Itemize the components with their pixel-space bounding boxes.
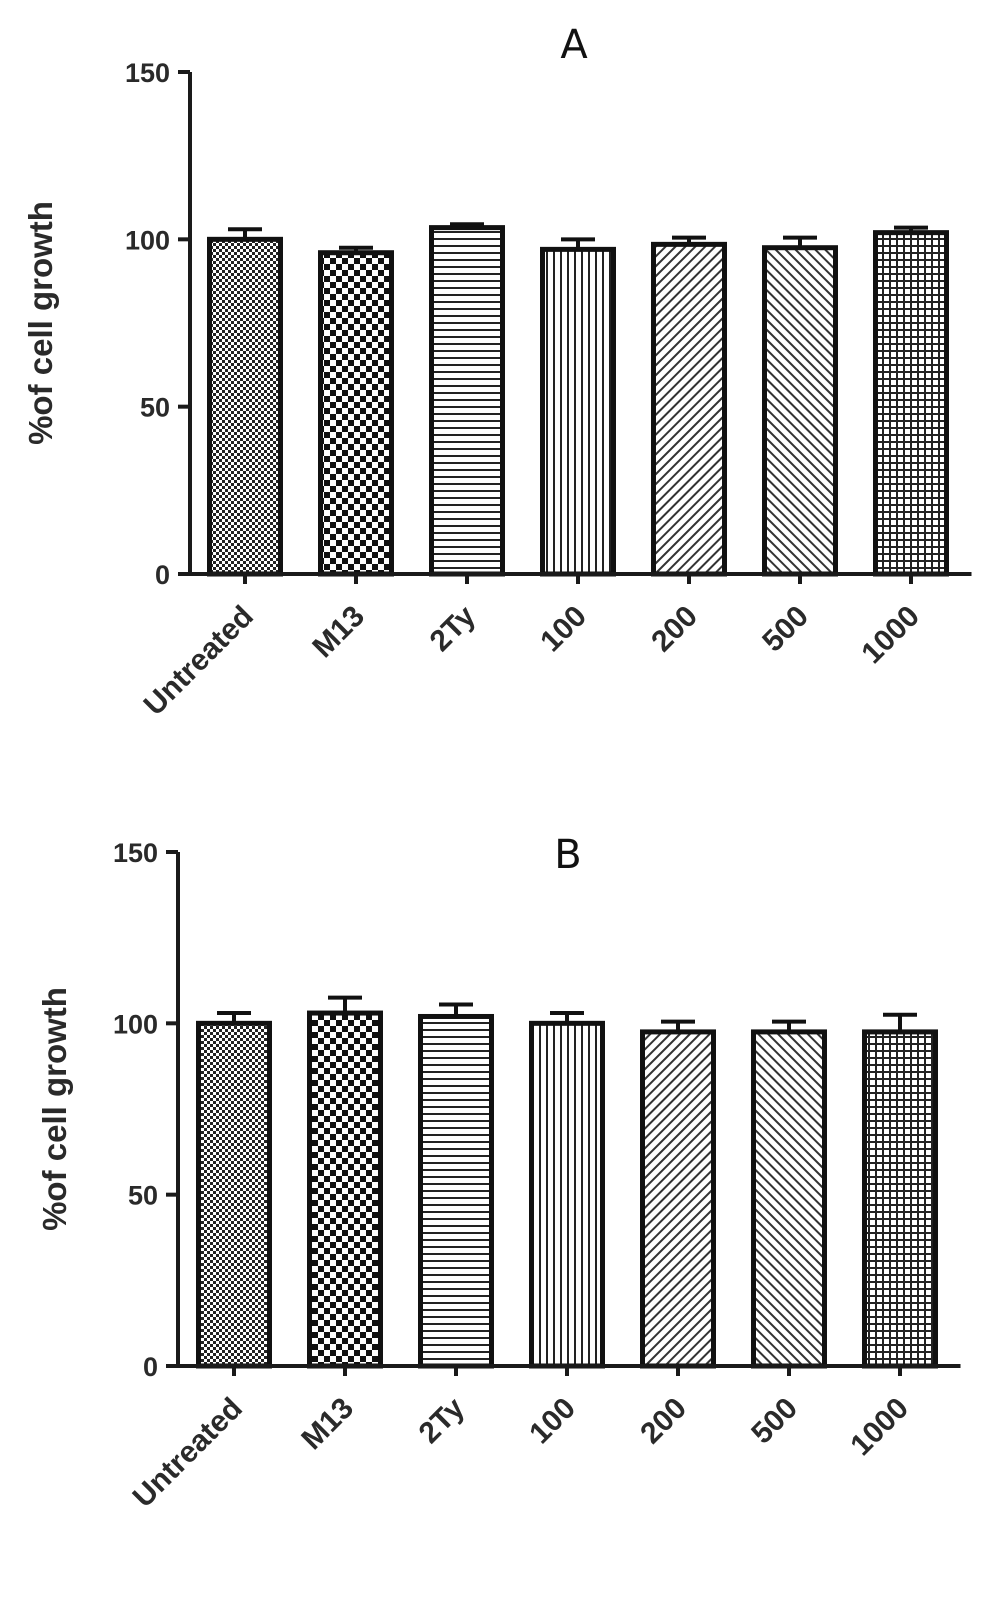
bar-100 bbox=[529, 1020, 605, 1369]
y-tick-label: 0 bbox=[143, 1352, 158, 1382]
x-tick-label: 2Ty bbox=[424, 599, 483, 658]
x-tick-label: M13 bbox=[295, 1392, 360, 1457]
y-tick-label: 100 bbox=[125, 225, 170, 255]
y-tick-label: 0 bbox=[155, 560, 170, 590]
x-tick-label: 1000 bbox=[855, 600, 926, 671]
y-tick-label: 150 bbox=[125, 58, 170, 88]
bar-2ty bbox=[418, 1013, 494, 1369]
bar-m13 bbox=[307, 1010, 383, 1369]
panel-a: A 0 50 100 150 Untreated M13 2Ty 100 200 500 1000 %o… bbox=[22, 22, 972, 722]
bar-untreated bbox=[196, 1020, 272, 1369]
x-tick-label: 200 bbox=[634, 1392, 693, 1451]
y-axis-title: %of cell growth bbox=[36, 987, 73, 1231]
panel-title: B bbox=[554, 832, 581, 878]
bar-200 bbox=[651, 241, 727, 577]
x-tick-label: 200 bbox=[645, 600, 704, 659]
x-tick-label: Untreated bbox=[138, 600, 260, 722]
x-tick-label: 500 bbox=[756, 600, 815, 659]
bar-m13 bbox=[318, 250, 394, 577]
y-axis-title: %of cell growth bbox=[22, 201, 59, 445]
bar-100 bbox=[540, 246, 616, 577]
bar-500 bbox=[762, 245, 838, 577]
y-tick-label: 50 bbox=[140, 393, 170, 423]
x-tick-label: M13 bbox=[306, 600, 371, 665]
x-tick-label: 1000 bbox=[844, 1392, 915, 1463]
bar-2ty bbox=[429, 225, 505, 577]
x-tick-label: 2Ty bbox=[413, 1391, 472, 1450]
bar-1000 bbox=[862, 1029, 938, 1369]
x-tick-label: 100 bbox=[523, 1392, 582, 1451]
bar-500 bbox=[751, 1029, 827, 1369]
bar-200 bbox=[640, 1029, 716, 1369]
bar-untreated bbox=[207, 236, 283, 577]
x-tick-label: 500 bbox=[745, 1392, 804, 1451]
y-tick-label: 150 bbox=[113, 838, 158, 868]
x-tick-label: Untreated bbox=[127, 1392, 249, 1514]
y-tick-label: 50 bbox=[128, 1181, 158, 1211]
y-tick-label: 100 bbox=[113, 1009, 158, 1039]
panel-title: A bbox=[560, 22, 588, 68]
panel-b: B 0 50 100 150 Untreated M13 2Ty 100 200 500 1000 %o… bbox=[36, 832, 961, 1514]
bar-1000 bbox=[873, 230, 949, 577]
x-tick-label: 100 bbox=[534, 600, 593, 659]
